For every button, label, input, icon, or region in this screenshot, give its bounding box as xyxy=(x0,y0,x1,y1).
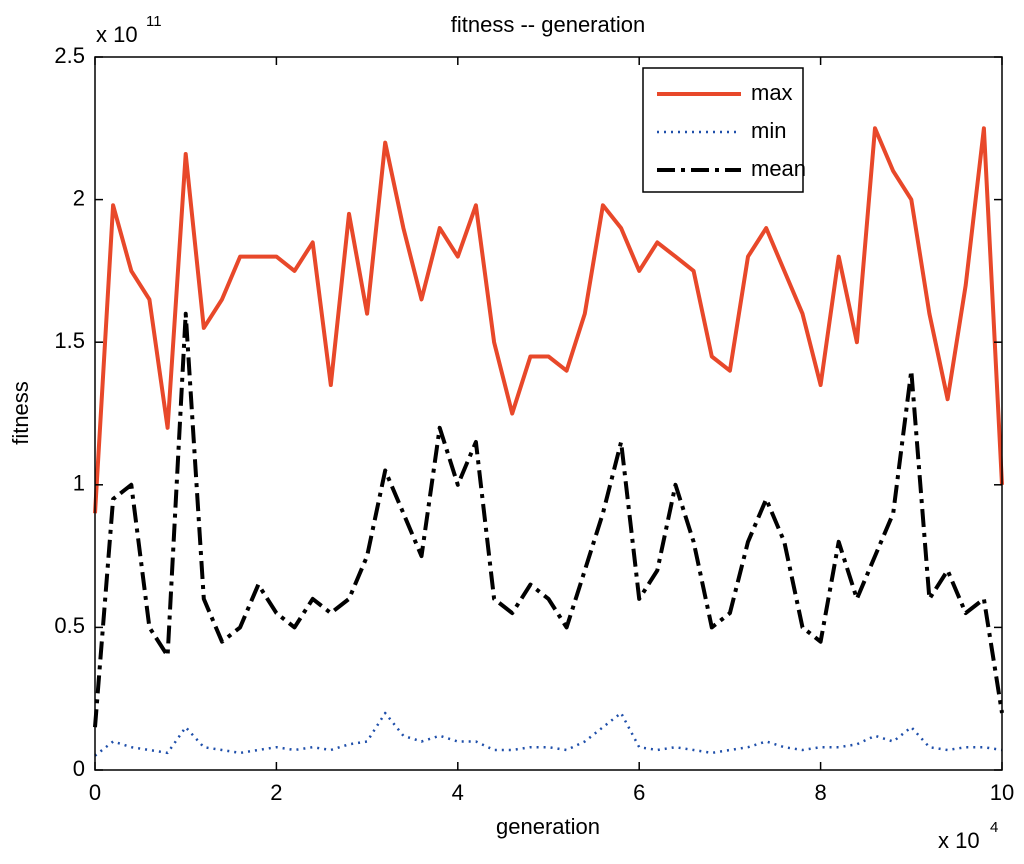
x-multiplier: x 10 xyxy=(938,828,980,853)
y-tick-label: 0.5 xyxy=(54,613,85,638)
x-axis-label: generation xyxy=(496,814,600,839)
series-line xyxy=(94,711,1003,757)
legend-label: mean xyxy=(751,156,806,181)
x-tick-label: 2 xyxy=(270,780,282,805)
legend-label: max xyxy=(751,80,793,105)
x-multiplier-exponent: 4 xyxy=(990,819,998,836)
y-axis-label: fitness xyxy=(8,381,33,445)
plot-frame xyxy=(94,56,1003,771)
series-line xyxy=(93,126,1004,514)
x-tick-label: 0 xyxy=(89,780,101,805)
y-tick-label: 2.5 xyxy=(54,43,85,68)
x-tick-label: 6 xyxy=(633,780,645,805)
y-multiplier-exponent: 11 xyxy=(146,13,162,30)
y-tick-label: 1 xyxy=(73,471,85,496)
series-line xyxy=(93,311,1004,728)
y-tick-label: 2 xyxy=(73,185,85,210)
y-tick-label: 0 xyxy=(73,756,85,781)
y-multiplier: x 10 xyxy=(96,22,138,47)
x-tick-label: 4 xyxy=(452,780,464,805)
x-tick-label: 8 xyxy=(814,780,826,805)
y-tick-label: 1.5 xyxy=(54,328,85,353)
chart-title: fitness -- generation xyxy=(451,12,645,37)
legend-label: min xyxy=(751,118,786,143)
x-tick-label: 10 xyxy=(990,780,1014,805)
